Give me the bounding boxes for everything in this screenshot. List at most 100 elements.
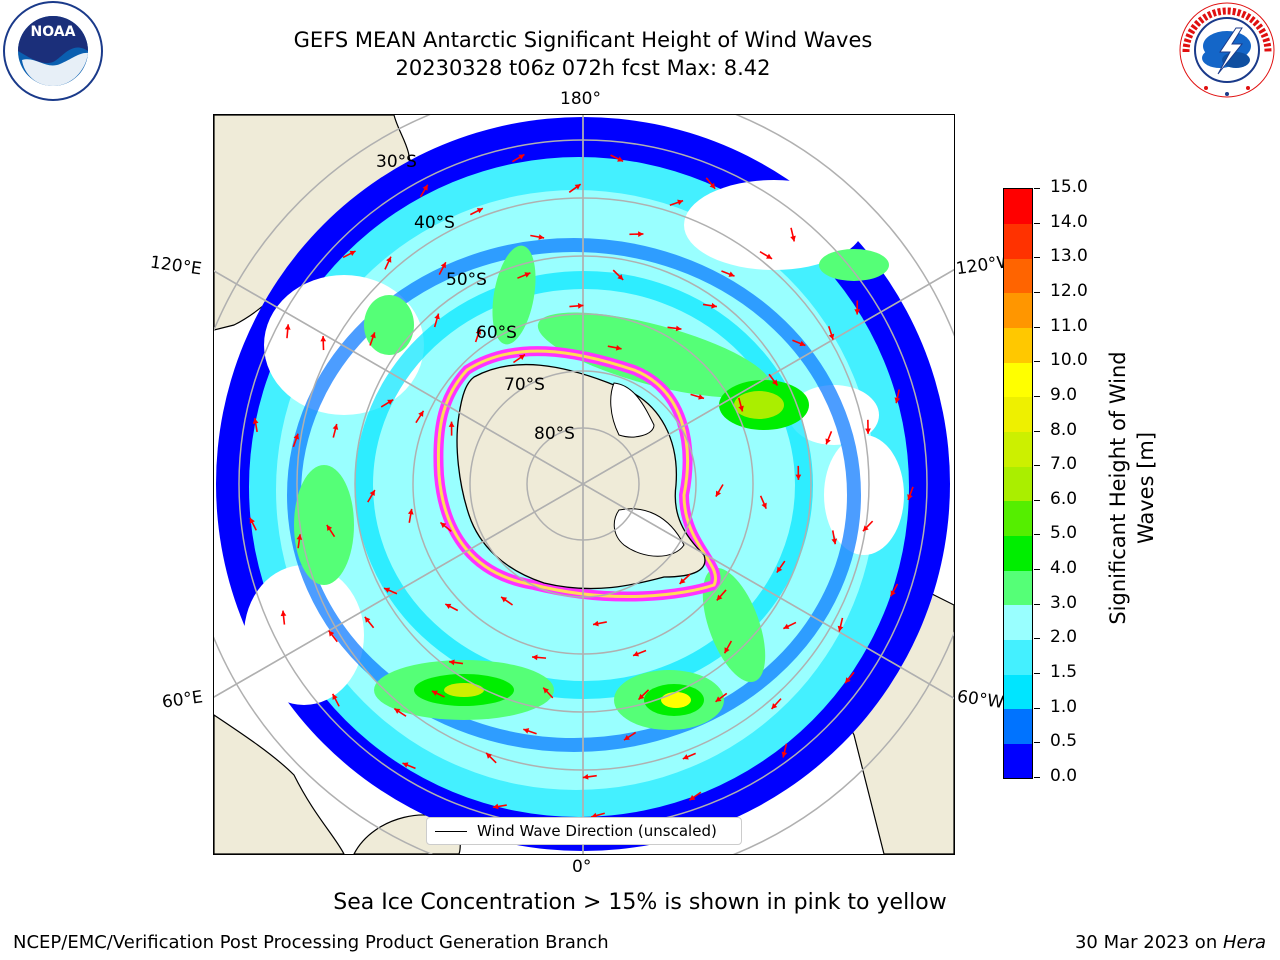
colorbar-cell (1004, 431, 1032, 467)
wave-direction-arrow (280, 610, 287, 625)
colorbar-cell (1004, 743, 1032, 778)
colorbar-tick-mark (1034, 465, 1040, 467)
wave-direction-arrow (865, 419, 871, 434)
colorbar-tick-label: 8.0 (1050, 419, 1078, 440)
colorbar-tick-label: 7.0 (1050, 454, 1078, 475)
wave-direction-arrow (770, 698, 782, 710)
wave-direction-arrow (380, 398, 394, 408)
colorbar-title: Significant Height of Wind Waves [m] (1102, 338, 1162, 638)
colorbar-tick-mark (1034, 569, 1040, 571)
wave-direction-arrow (500, 596, 514, 606)
colorbar-tick-mark (1034, 326, 1040, 328)
wave-direction-arrow (252, 418, 259, 433)
wave-direction-arrow (448, 659, 464, 666)
wave-direction-arrow (320, 336, 327, 351)
wave-direction-arrow (723, 640, 733, 654)
wave-direction-arrow (759, 495, 767, 509)
colorbar-tick-label: 12.0 (1050, 280, 1088, 301)
wave-direction-arrow (364, 616, 375, 629)
sea-ice-caption: Sea Ice Concentration > 15% is shown in … (333, 890, 947, 915)
wave-direction-arrow (795, 465, 802, 480)
wave-direction-arrow (532, 654, 547, 661)
wave-direction-arrow (342, 250, 356, 259)
lon-label-60e: 60°E (160, 687, 205, 713)
colorbar-cell (1004, 639, 1032, 675)
wave-direction-arrow (393, 707, 407, 717)
lon-label-0: 0° (572, 857, 592, 877)
lat-label-50s: 50°S (446, 270, 487, 290)
colorbar-tick-label: 4.0 (1050, 558, 1078, 579)
colorbar-tick-label: 10.0 (1050, 350, 1088, 371)
lat-label-80s: 80°S (534, 424, 575, 444)
colorbar-tick-label: 11.0 (1050, 315, 1088, 336)
wave-direction-arrow (715, 692, 728, 703)
wave-direction-arrow (844, 671, 855, 684)
wave-direction-arrow (384, 256, 392, 270)
wave-direction-arrow (523, 728, 537, 735)
colorbar-cell (1004, 223, 1032, 259)
colorbar-tick-mark (1034, 707, 1040, 709)
colorbar-cell (1004, 604, 1032, 640)
wave-direction-arrow (249, 517, 257, 531)
colorbar-cell (1004, 327, 1032, 363)
colorbar-tick-label: 3.0 (1050, 592, 1078, 613)
map-title-line2: 20230328 t06z 072h fcst Max: 8.42 (395, 56, 771, 80)
wave-direction-arrow (296, 534, 303, 549)
wave-direction-arrows (249, 153, 914, 819)
wave-direction-arrow (485, 752, 497, 764)
colorbar-cell (1004, 674, 1032, 710)
legend-label: Wind Wave Direction (unscaled) (477, 822, 717, 840)
lon-label-180: 180° (560, 89, 601, 109)
colorbar-tick-label: 9.0 (1050, 384, 1078, 405)
wave-direction-arrow (781, 743, 788, 758)
nws-logo (1176, 0, 1278, 102)
map-legend: Wind Wave Direction (unscaled) (426, 817, 742, 845)
wave-direction-arrow (433, 313, 440, 328)
wave-direction-arrow (705, 177, 716, 190)
wave-direction-arrow (721, 270, 735, 277)
wave-direction-arrow (679, 573, 691, 585)
wave-direction-arrow (439, 521, 452, 533)
meridian-line (214, 270, 954, 700)
wave-direction-arrow (569, 302, 584, 309)
wave-direction-arrow (284, 324, 291, 339)
colorbar-tick-mark (1034, 361, 1040, 363)
colorbar-tick-mark (1034, 188, 1040, 189)
lat-label-30s: 30°S (376, 152, 417, 172)
wave-direction-arrow (623, 731, 637, 741)
colorbar-tick-label: 15.0 (1050, 177, 1088, 197)
wave-direction-arrow (331, 693, 340, 707)
colorbar-tick-mark (1034, 257, 1040, 259)
wave-direction-arrow (890, 583, 899, 597)
wave-direction-arrow (591, 812, 605, 819)
lat-label-60s: 60°S (476, 323, 517, 343)
colorbar-cell (1004, 570, 1032, 606)
wave-direction-arrow (790, 227, 796, 242)
wave-direction-arrow (292, 433, 300, 448)
colorbar-cell (1004, 708, 1032, 744)
wave-direction-arrow (607, 345, 622, 351)
wave-direction-arrow (907, 486, 914, 501)
wave-direction-arrow (894, 389, 901, 404)
lat-label-70s: 70°S (504, 375, 545, 395)
wave-direction-arrow (542, 687, 554, 699)
wave-direction-arrow (444, 603, 459, 612)
footer-machine: Hera (1222, 932, 1266, 953)
colorbar-tick-mark (1034, 395, 1040, 397)
colorbar-tick-label: 0.5 (1050, 731, 1078, 752)
wave-direction-arrow (610, 154, 624, 163)
map-canvas (214, 115, 954, 854)
colorbar-cell (1004, 535, 1032, 571)
wave-direction-arrow (513, 353, 526, 364)
colorbar-cell (1004, 466, 1032, 502)
wave-direction-arrow (582, 773, 597, 780)
wave-direction-arrow (792, 339, 806, 347)
noaa-logo: NOAA (2, 0, 104, 102)
lon-label-120w: 120°W (954, 252, 1006, 280)
wave-direction-arrow (825, 431, 833, 445)
wave-direction-arrow (688, 791, 702, 801)
wave-direction-arrow (637, 689, 650, 701)
wave-direction-arrow (369, 332, 376, 346)
footer-date: 30 Mar 2023 on (1074, 932, 1223, 953)
wave-direction-arrow (862, 520, 874, 532)
